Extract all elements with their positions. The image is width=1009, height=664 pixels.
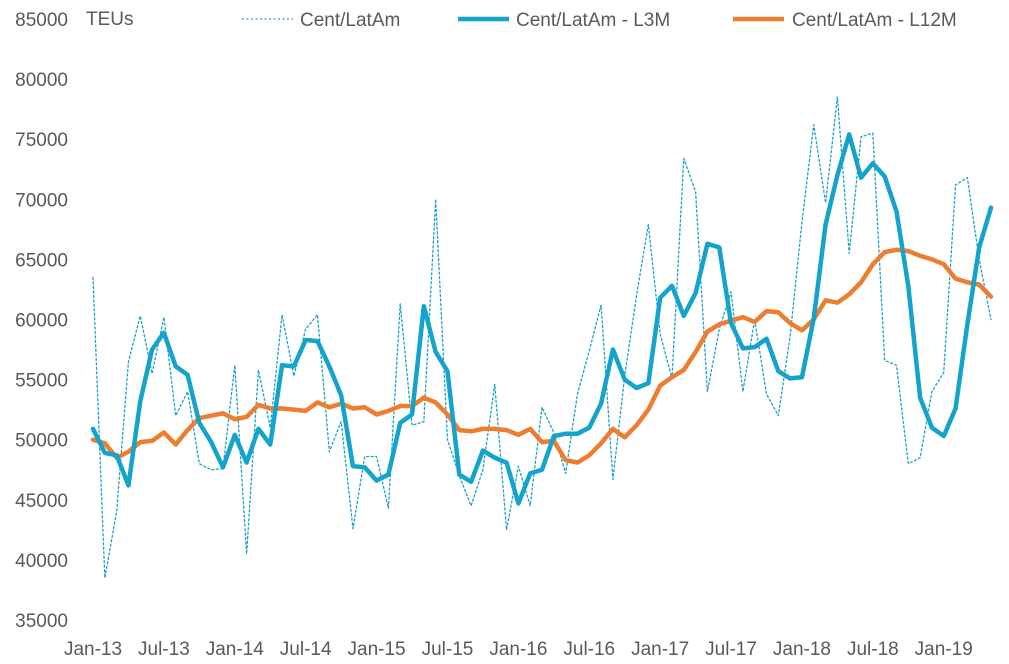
y-tick-label: 50000 <box>15 431 68 452</box>
y-axis-unit-label: TEUs <box>86 9 134 30</box>
x-tick-label: Jul-16 <box>563 639 615 660</box>
x-tick-label: Jan-13 <box>64 639 122 660</box>
x-tick-label: Jul-13 <box>138 639 190 660</box>
y-tick-label: 45000 <box>15 491 68 512</box>
legend-label: Cent/LatAm - L3M <box>516 10 670 31</box>
x-tick-label: Jul-14 <box>280 639 332 660</box>
x-tick-label: Jul-15 <box>422 639 474 660</box>
x-tick-label: Jul-17 <box>705 639 757 660</box>
y-tick-label: 70000 <box>15 190 68 211</box>
y-tick-label: 75000 <box>15 130 68 151</box>
y-tick-label: 35000 <box>15 611 68 632</box>
x-tick-label: Jan-14 <box>206 639 265 660</box>
series-line-cent-latam-l3m <box>90 132 994 506</box>
series-lines <box>90 96 994 579</box>
legend: Cent/LatAm Cent/LatAm - L3M Cent/LatAm - L… <box>242 10 957 31</box>
y-tick-label: 55000 <box>15 371 68 392</box>
y-tick-label: 80000 <box>15 70 68 91</box>
y-tick-label: 85000 <box>15 10 68 31</box>
x-tick-label: Jan-17 <box>631 639 689 660</box>
x-tick-label: Jan-15 <box>348 639 406 660</box>
series-line-cent-latam-l12m <box>90 247 994 465</box>
y-tick-label: 65000 <box>15 250 68 271</box>
legend-label: Cent/LatAm <box>300 10 400 31</box>
y-axis-tick-labels: 35000 40000 45000 50000 55000 60000 65000 70000… <box>15 10 68 632</box>
y-tick-label: 60000 <box>15 311 68 332</box>
y-tick-label: 40000 <box>15 551 68 572</box>
x-tick-label: Jan-19 <box>915 639 973 660</box>
x-tick-label: Jan-18 <box>773 639 831 660</box>
x-axis-tick-labels: Jan-13 Jul-13 Jan-14 Jul-14 Jan-15 Jul-15 Jan-… <box>64 639 973 660</box>
x-tick-label: Jul-18 <box>847 639 899 660</box>
x-tick-label: Jan-16 <box>489 639 547 660</box>
series-line-cent-latam <box>92 96 992 579</box>
legend-label: Cent/LatAm - L12M <box>792 10 957 31</box>
